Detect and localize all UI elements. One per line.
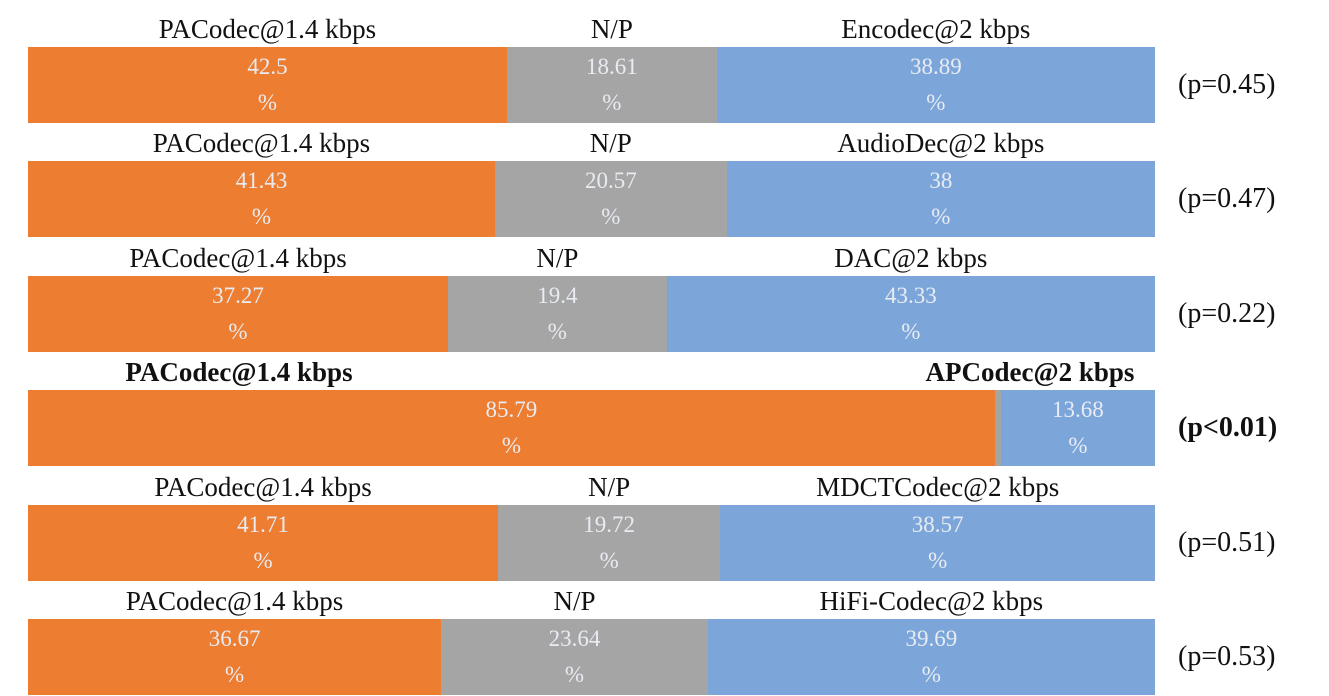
data-label-value: 19.72 [583,511,636,537]
data-label-unit: % [501,433,521,459]
bar-segment-mid: 19.4% [448,275,667,352]
data-label-value: 19.4 [537,282,578,308]
header-label-right: DAC@2 kbps [834,242,988,273]
data-label-unit: % [225,662,245,687]
data-label-value: 42.5 [247,54,288,79]
data-label-unit: % [601,204,621,230]
p-value-label: (p=0.45) [1178,69,1276,100]
header-label-right: Encodec@2 kbps [841,14,1031,44]
data-label-unit: % [928,547,948,573]
header-label-left: PACodec@1.4 kbps [158,14,377,44]
bar-segment-right: 38.57% [720,504,1155,581]
data-label-unit: % [228,318,248,344]
data-label-value: 43.33 [884,282,937,308]
header-label-left: PACodec@1.4 kbps [129,242,347,273]
header-label-left: PACodec@1.4 kbps [125,586,344,616]
p-value-label: (p=0.47) [1178,183,1276,215]
header-label-left: PACodec@1.4 kbps [152,128,371,159]
bar-segment-left: 41.43% [28,161,495,238]
header-label-right: AudioDec@2 kbps [837,128,1045,159]
data-label-unit: % [251,204,272,230]
bar-segment-mid: 23.64% [441,619,708,695]
data-label-unit: % [257,90,278,115]
bar-segment-mid: 20.57% [494,161,727,238]
data-label-unit: % [926,90,946,115]
data-label-value: 38.89 [909,54,962,79]
bar-segment-mid [994,390,1001,467]
data-label-value: 18.61 [585,54,638,79]
bar-segment-mid: 19.72% [498,504,721,581]
header-label-right: APCodec@2 kbps [925,357,1135,388]
data-label-unit: % [564,662,585,687]
bar-segment-mid: 18.61% [506,47,717,123]
data-label-unit: % [1068,433,1088,459]
bar-segment-right: 43.33% [666,275,1155,352]
data-label-unit: % [921,662,941,687]
data-label-value: 85.79 [485,397,538,423]
data-label-value: 13.68 [1052,397,1104,423]
data-label-value: 23.64 [548,626,601,651]
bar-segment-left: 85.79% [28,390,995,467]
data-label-value: 41.43 [235,168,288,194]
p-value-label: (p=0.51) [1178,526,1276,558]
header-label-mid: N/P [536,242,579,273]
bar-segment-right: 13.68% [1000,390,1155,467]
p-value-label: (p=0.53) [1178,641,1276,672]
data-label-value: 36.67 [208,626,261,651]
data-label-unit: % [602,90,622,115]
header-label-right: HiFi-Codec@2 kbps [819,586,1044,616]
bar-segment-right: 38.89% [716,47,1155,123]
header-label-left: PACodec@1.4 kbps [154,471,372,502]
bar-segment-right: 38% [726,161,1155,238]
data-label-unit: % [931,204,951,230]
data-label-value: 38.57 [911,511,964,537]
header-label-mid: N/P [553,586,596,616]
header-label-right: MDCTCodec@2 kbps [816,471,1060,502]
header-label-left: PACodec@1.4 kbps [125,357,353,388]
p-value-label: (p<0.01) [1178,412,1278,444]
bar-segment-left: 37.27% [28,275,449,352]
data-label-value: 39.69 [905,626,958,651]
header-label-mid: N/P [588,471,631,502]
data-label-unit: % [547,318,567,344]
data-label-value: 37.27 [212,282,264,308]
bar-segment-right: 39.69% [707,619,1155,695]
data-label-unit: % [901,318,921,344]
data-label-value: 20.57 [584,168,637,194]
data-label-value: 41.71 [237,511,289,537]
data-label-value: 38 [929,168,953,194]
data-label-unit: % [253,547,273,573]
data-label-unit: % [599,547,619,573]
bar-segment-left: 36.67% [28,619,442,695]
header-label-mid: N/P [590,14,633,44]
header-label-mid: N/P [589,128,632,159]
p-value-label: (p=0.22) [1178,297,1276,329]
bar-segment-left: 41.71% [28,504,499,581]
bar-segment-left: 42.5% [28,47,507,123]
